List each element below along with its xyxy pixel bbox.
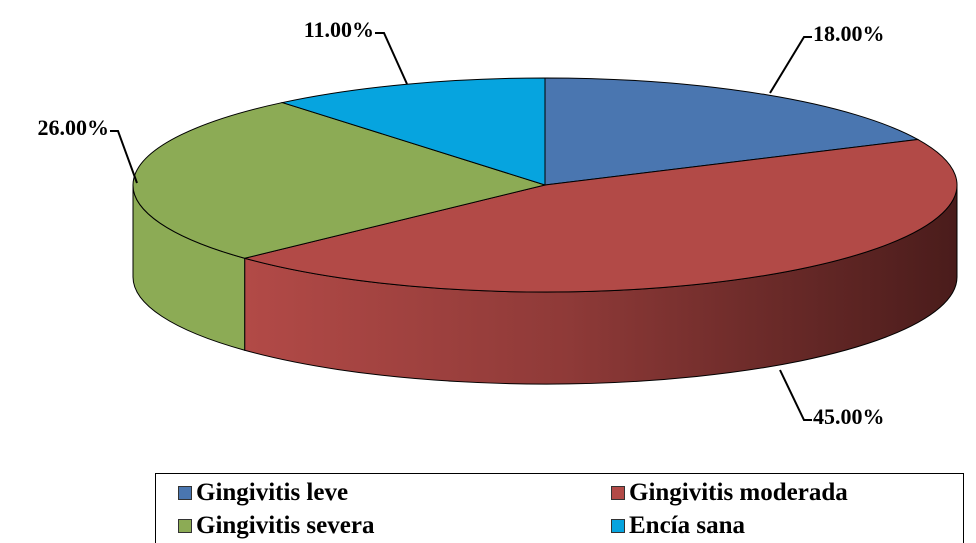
legend-label-gingivitis-moderada: Gingivitis moderada	[629, 479, 848, 506]
leader-line-gingivitis-severa	[110, 130, 138, 184]
legend-label-gingivitis-severa: Gingivitis severa	[196, 512, 375, 539]
legend-item-gingivitis-severa: Gingivitis severa	[178, 510, 374, 542]
chart-legend: Gingivitis leve Gingivitis moderada Ging…	[155, 473, 964, 543]
data-label-gingivitis-severa: 26.00%	[38, 115, 110, 140]
legend-swatch-gingivitis-moderada	[611, 486, 625, 500]
legend-swatch-encia-sana	[611, 519, 625, 533]
pie-slice-gingivitis-severa	[132, 102, 547, 259]
pie-slice-gingivitis-leve	[544, 77, 920, 186]
data-label-gingivitis-moderada: 45.00%	[813, 404, 885, 429]
pie-slice-encia-sana	[280, 77, 546, 186]
leader-line-encia-sana	[375, 32, 408, 85]
legend-label-gingivitis-leve: Gingivitis leve	[196, 479, 349, 506]
data-label-gingivitis-leve: 18.00%	[813, 21, 885, 46]
pie-chart: 18.00% 45.00% 26.00% 11.00%	[38, 17, 958, 429]
legend-item-gingivitis-leve: Gingivitis leve	[178, 477, 348, 509]
legend-swatch-gingivitis-severa	[178, 519, 192, 533]
legend-swatch-gingivitis-leve	[178, 486, 192, 500]
data-label-encia-sana: 11.00%	[304, 17, 374, 42]
pie-slice-gingivitis-moderada	[242, 138, 958, 293]
leader-line-gingivitis-moderada	[779, 369, 812, 421]
legend-item-gingivitis-moderada: Gingivitis moderada	[611, 477, 848, 509]
leader-line-gingivitis-leve	[769, 36, 812, 94]
legend-item-encia-sana: Encía sana	[611, 510, 745, 542]
legend-label-encia-sana: Encía sana	[629, 512, 746, 539]
